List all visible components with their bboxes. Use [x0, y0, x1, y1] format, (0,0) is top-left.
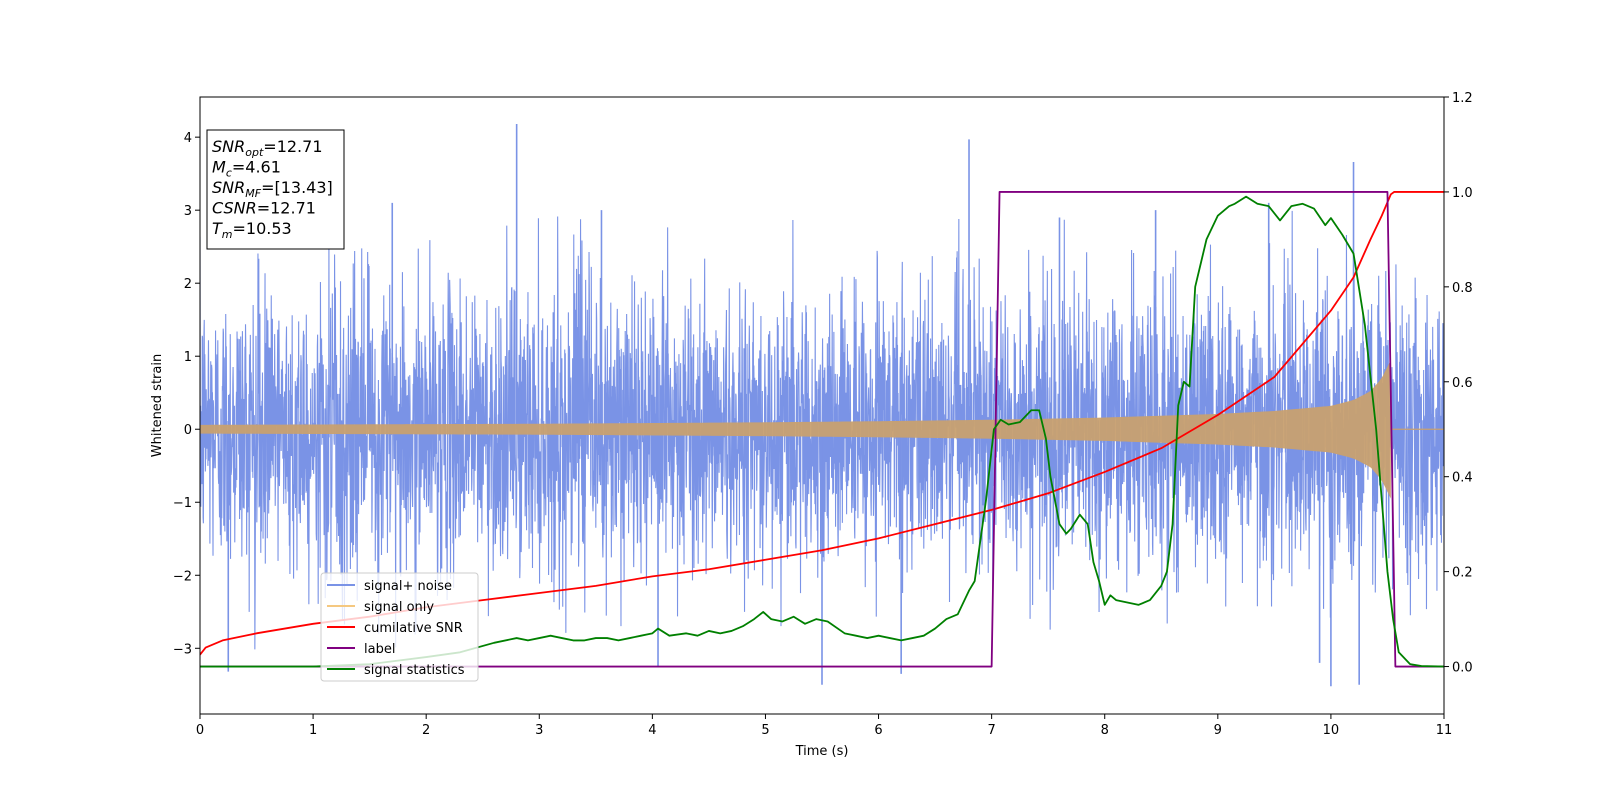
- y2-tick-label: 1.0: [1452, 186, 1473, 201]
- info-value: =12.71: [257, 199, 316, 218]
- info-value: =10.53: [233, 219, 292, 238]
- info-symbol: T: [212, 219, 223, 238]
- x-tick-label: 2: [422, 723, 430, 738]
- y2-tick-label: 0.8: [1452, 281, 1473, 296]
- x-tick-label: 5: [761, 723, 769, 738]
- y-tick-label: 2: [184, 277, 192, 292]
- info-line: SNRopt=12.71: [212, 137, 323, 159]
- x-tick-label: 0: [196, 723, 204, 738]
- y2-tick-label: 0.0: [1452, 661, 1473, 676]
- info-subscript: c: [226, 167, 232, 180]
- y-tick-label: −2: [173, 569, 192, 584]
- x-axis-title: Time (s): [795, 744, 849, 759]
- info-line: CSNR=12.71: [212, 199, 316, 218]
- info-subscript: m: [222, 228, 233, 241]
- x-tick-label: 8: [1101, 723, 1109, 738]
- y-tick-label: 3: [184, 204, 192, 219]
- x-tick-label: 6: [874, 723, 882, 738]
- info-box-frame: [206, 129, 345, 250]
- axes-layer: 0 1 2 3 4 5 6 7 8 9 10 11 −3 −2 −1 0 1 2 3 4 0.0 0.2 0.4 0.6 0.8…: [150, 91, 1473, 759]
- y-tick-label: −1: [173, 496, 192, 511]
- y-tick-label: 4: [184, 131, 192, 146]
- info-symbol: SNR: [212, 137, 245, 156]
- legend: signal+ noise signal only cumilative SNR la…: [320, 572, 479, 682]
- y2-tick-label: 1.2: [1452, 91, 1473, 106]
- info-value: =4.61: [232, 158, 281, 177]
- info-box: SNRopt=12.71Mc=4.61SNRMF=[13.43]CSNR=12.…: [206, 129, 345, 250]
- series-signal-statistics: [200, 195, 1444, 668]
- y-tick-label: −3: [173, 642, 192, 657]
- info-subscript: MF: [245, 187, 261, 200]
- x-tick-label: 1: [309, 723, 317, 738]
- info-line: Mc=4.61: [212, 158, 281, 180]
- x-tick-label: 11: [1436, 723, 1453, 738]
- info-line: Tm=10.53: [212, 219, 292, 241]
- info-line: SNRMF=[13.43]: [212, 178, 333, 200]
- legend-frame: [320, 572, 479, 682]
- legend-label: label: [364, 642, 395, 657]
- plot-frame: [199, 96, 1445, 715]
- info-value: =[13.43]: [261, 178, 333, 197]
- x-tick-label: 10: [1323, 723, 1340, 738]
- y2-tick-label: 0.4: [1452, 471, 1473, 486]
- y2-tick-label: 0.6: [1452, 376, 1473, 391]
- legend-label: signal statistics: [364, 663, 465, 678]
- series-signal-only: [200, 359, 1391, 499]
- y-axis-title: Whitened strain: [150, 354, 165, 457]
- legend-label: signal+ noise: [364, 579, 452, 594]
- x-tick-label: 9: [1214, 723, 1222, 738]
- series-label: [200, 191, 1444, 668]
- x-tick-label: 4: [648, 723, 656, 738]
- legend-label: signal only: [364, 600, 434, 615]
- legend-label: cumilative SNR: [364, 621, 463, 636]
- info-symbol: M: [212, 158, 226, 177]
- x-tick-label: 7: [987, 723, 995, 738]
- info-value: =12.71: [263, 137, 322, 156]
- info-symbol: CSNR: [212, 199, 257, 218]
- info-subscript: opt: [245, 146, 264, 159]
- y2-tick-label: 0.2: [1452, 566, 1473, 581]
- info-symbol: SNR: [212, 178, 245, 197]
- x-tick-label: 3: [535, 723, 543, 738]
- y-tick-label: 1: [184, 350, 192, 365]
- y-tick-label: 0: [184, 423, 192, 438]
